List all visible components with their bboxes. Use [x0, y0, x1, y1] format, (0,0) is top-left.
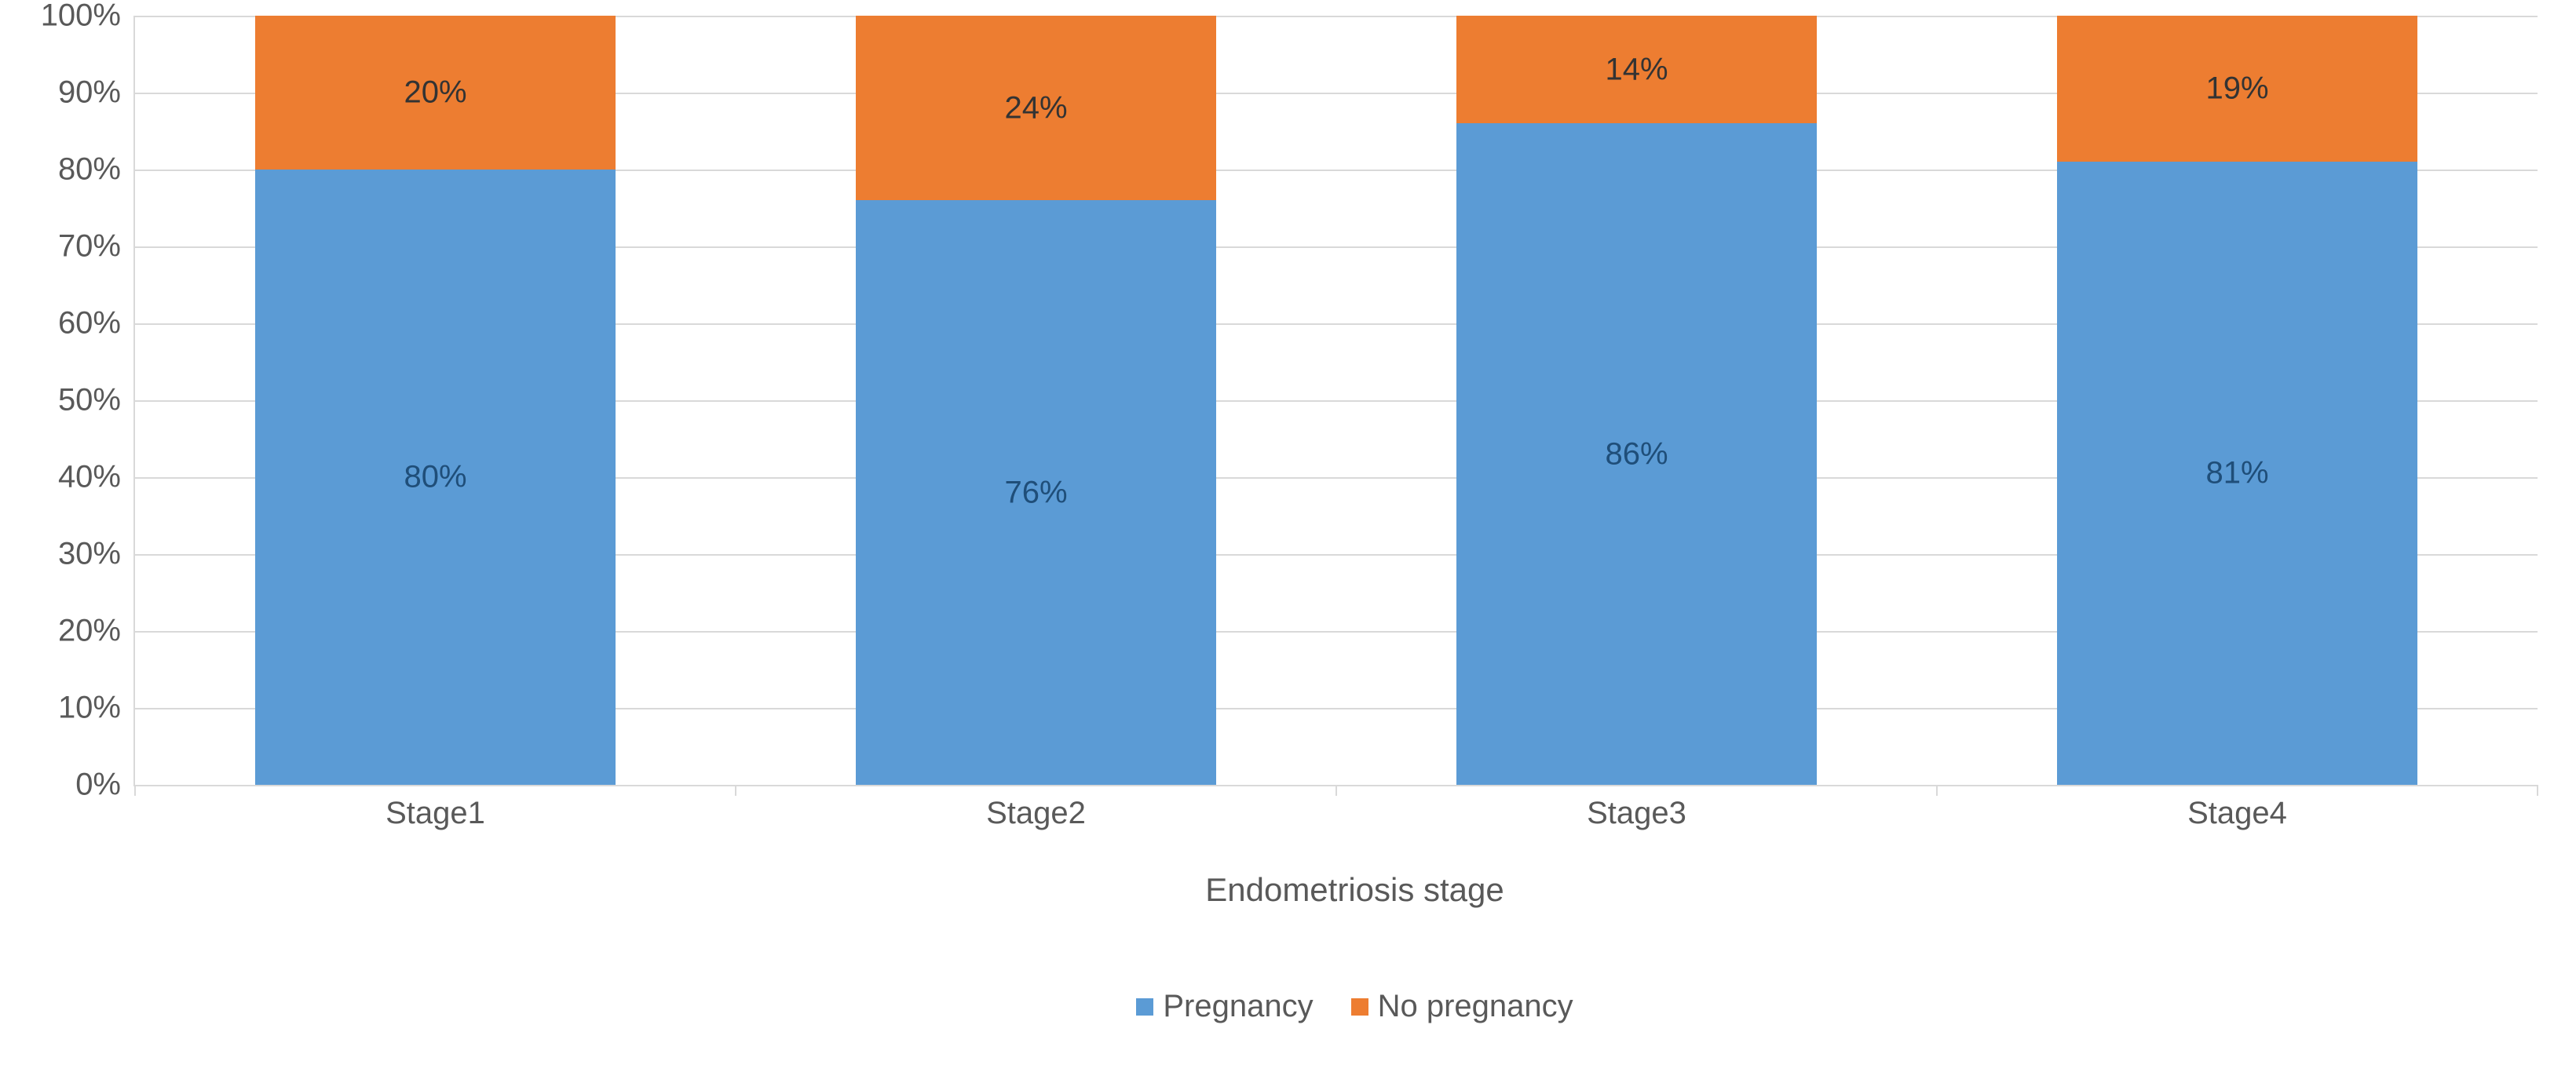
- legend-item: No pregnancy: [1351, 989, 1573, 1024]
- y-tick-label: 80%: [58, 152, 135, 188]
- y-tick-label: 20%: [58, 614, 135, 649]
- y-tick-label: 0%: [75, 768, 135, 803]
- bar-group: 80%20%: [255, 16, 616, 785]
- y-tick-label: 10%: [58, 691, 135, 726]
- bar-segment-pregnancy: [856, 200, 1216, 785]
- bar-segment-no-pregnancy: [255, 16, 616, 170]
- y-tick-label: 100%: [41, 0, 135, 34]
- x-tick-label: Stage3: [1587, 785, 1686, 831]
- bar-segment-pregnancy: [255, 170, 616, 785]
- legend-swatch-icon: [1351, 998, 1368, 1016]
- x-tick-mark: [134, 785, 136, 796]
- y-tick-label: 60%: [58, 306, 135, 341]
- x-tick-mark: [735, 785, 736, 796]
- y-tick-label: 30%: [58, 537, 135, 572]
- y-tick-label: 90%: [58, 75, 135, 111]
- stacked-bar-chart: 0%10%20%30%40%50%60%70%80%90%100%Stage18…: [0, 0, 2576, 1065]
- plot-area: 0%10%20%30%40%50%60%70%80%90%100%Stage18…: [133, 16, 2538, 786]
- legend-swatch-icon: [1136, 998, 1153, 1016]
- x-tick-label: Stage1: [385, 785, 485, 831]
- x-tick-label: Stage4: [2187, 785, 2287, 831]
- y-tick-label: 40%: [58, 460, 135, 495]
- bar-group: 76%24%: [856, 16, 1216, 785]
- legend-label: Pregnancy: [1163, 989, 1313, 1024]
- legend-item: Pregnancy: [1136, 989, 1313, 1024]
- y-tick-label: 70%: [58, 229, 135, 264]
- x-tick-mark: [1336, 785, 1337, 796]
- x-tick-mark: [1936, 785, 1938, 796]
- y-tick-label: 50%: [58, 383, 135, 418]
- bar-group: 81%19%: [2057, 16, 2417, 785]
- legend: Pregnancy No pregnancy: [0, 989, 2576, 1024]
- bar-group: 86%14%: [1456, 16, 1817, 785]
- bar-segment-pregnancy: [2057, 162, 2417, 785]
- bar-segment-pregnancy: [1456, 123, 1817, 785]
- legend-label: No pregnancy: [1378, 989, 1573, 1024]
- x-axis-title: Endometriosis stage: [0, 871, 2576, 909]
- x-tick-mark: [2537, 785, 2538, 796]
- bar-segment-no-pregnancy: [2057, 16, 2417, 162]
- x-tick-label: Stage2: [986, 785, 1086, 831]
- bar-segment-no-pregnancy: [856, 16, 1216, 200]
- bar-segment-no-pregnancy: [1456, 16, 1817, 123]
